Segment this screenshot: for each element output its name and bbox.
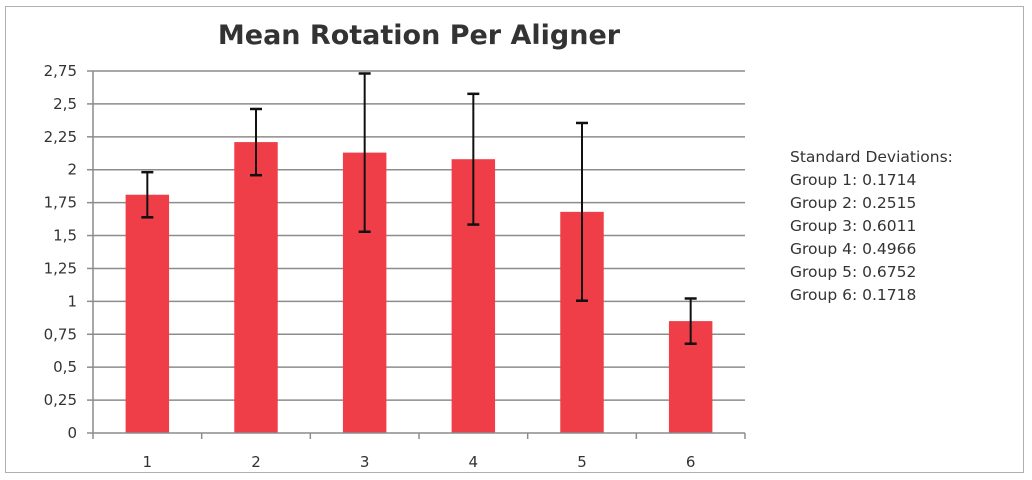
annotation-line-5: Group 5: 0.6752 <box>790 263 917 281</box>
annotation-line-2: Group 2: 0.2515 <box>790 194 917 212</box>
x-tick-label: 5 <box>577 453 587 471</box>
y-tick-label: 2,25 <box>44 128 77 146</box>
annotation-line-3: Group 3: 0.6011 <box>790 217 917 235</box>
y-tick-label: 2,5 <box>53 95 77 113</box>
y-tick-label: 1,5 <box>53 227 77 245</box>
x-tick-label: 2 <box>251 453 261 471</box>
x-tick-labels: 1 2 3 4 5 6 <box>143 453 696 471</box>
y-tick-labels: 0 0,25 0,5 0,75 1 1,25 1,5 1,75 2 2,25 2,5 2,75 <box>44 62 77 442</box>
y-tick-label: 2,75 <box>44 62 77 80</box>
y-tick-label: 1,75 <box>44 194 77 212</box>
annotation-line-1: Group 1: 0.1714 <box>790 171 917 189</box>
error-bar-6 <box>684 297 697 345</box>
y-tick-label: 0,5 <box>53 358 77 376</box>
annotation-line-4: Group 4: 0.4966 <box>790 240 917 258</box>
annotation-line-6: Group 6: 0.1718 <box>790 286 917 304</box>
axes <box>87 70 746 439</box>
chart-frame <box>5 6 1024 473</box>
y-tick-label: 1,25 <box>44 259 77 277</box>
bars <box>125 142 713 434</box>
y-tick-label: 1 <box>67 292 77 310</box>
error-bar-5 <box>576 121 588 302</box>
error-bars <box>141 72 697 345</box>
y-tick-label: 0 <box>67 424 77 442</box>
chart-title: Mean Rotation Per Aligner <box>217 20 621 51</box>
bar-1 <box>125 194 170 433</box>
bar-2 <box>234 142 278 434</box>
x-tick-label: 3 <box>360 453 370 471</box>
x-tick-label: 4 <box>469 453 479 471</box>
error-bar-3 <box>358 72 371 233</box>
x-tick-label: 6 <box>686 453 696 471</box>
annotation-heading: Standard Deviations: <box>790 148 953 166</box>
y-tick-label: 0,25 <box>44 391 77 409</box>
gridlines <box>93 70 745 401</box>
error-bar-2 <box>250 107 262 177</box>
x-tick-label: 1 <box>143 453 153 471</box>
error-bar-1 <box>141 170 154 219</box>
error-bar-4 <box>467 92 480 226</box>
y-tick-label: 0,75 <box>44 325 77 343</box>
std-dev-annotation: Standard Deviations: Group 1: 0.1714 Gro… <box>790 146 953 307</box>
y-tick-label: 2 <box>67 161 77 179</box>
